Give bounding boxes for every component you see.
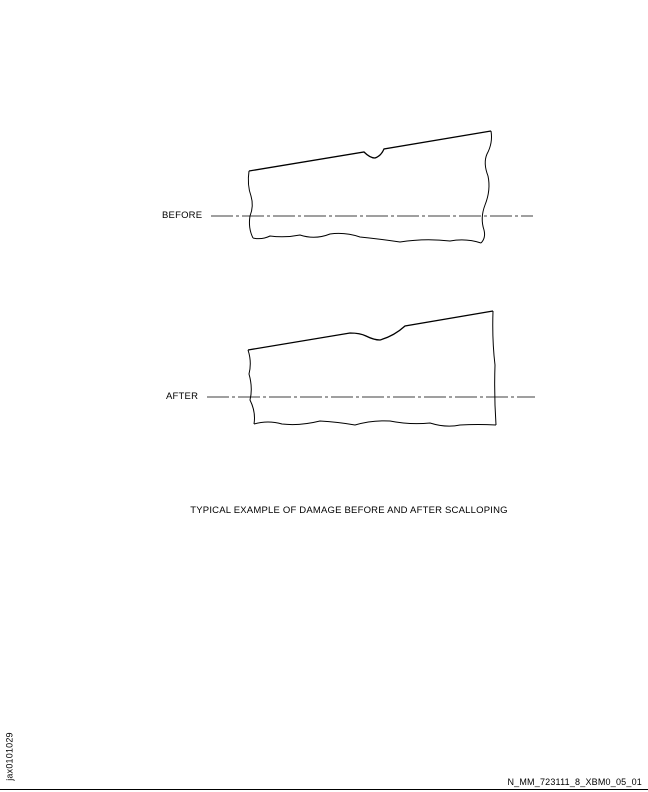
before-bottom-break-edge (252, 232, 482, 244)
before-label: BEFORE (162, 210, 203, 221)
before-left-break-edge (247, 170, 254, 239)
figure-id: jax0101029 (4, 732, 15, 781)
after-blade-section (207, 310, 535, 427)
after-right-break-edge (492, 310, 497, 426)
after-left-break-edge (247, 349, 255, 425)
before-top-edge-with-nick (248, 130, 492, 172)
before-right-break-edge (480, 130, 492, 244)
reference-code: N_MM_723111_8_XBM0_05_01 (507, 777, 642, 787)
after-bottom-break-edge (253, 420, 497, 427)
figure-caption: TYPICAL EXAMPLE OF DAMAGE BEFORE AND AFT… (190, 505, 508, 516)
bottom-rule (0, 789, 648, 790)
before-blade-section (211, 130, 533, 244)
after-label: AFTER (166, 391, 199, 402)
after-top-edge-scalloped (247, 310, 494, 351)
